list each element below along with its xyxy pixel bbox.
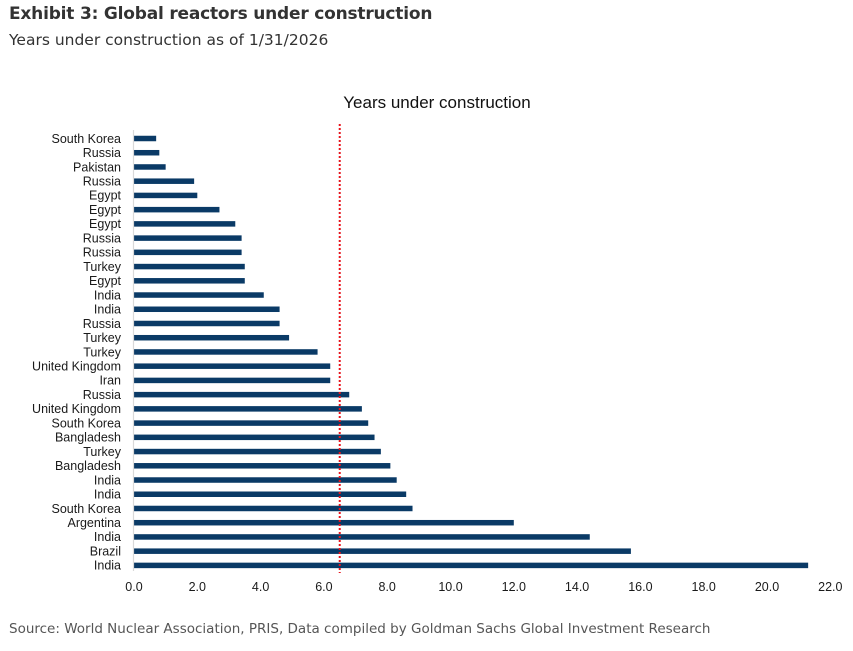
bar	[134, 491, 407, 497]
category-label: Argentina	[67, 516, 121, 530]
bar	[134, 377, 331, 384]
x-tick-label: 6.0	[315, 580, 332, 594]
category-label: Russia	[83, 174, 121, 188]
x-tick-label: 2.0	[189, 580, 206, 594]
bar	[134, 349, 318, 355]
bar	[134, 278, 245, 284]
x-tick-label: 0.0	[125, 580, 142, 594]
category-label: Egypt	[89, 189, 121, 203]
category-label: Pakistan	[73, 160, 121, 174]
category-label: India	[94, 303, 121, 317]
category-label: Turkey	[83, 331, 121, 345]
bar	[134, 192, 198, 199]
exhibit-title: Exhibit 3: Global reactors under constru…	[9, 4, 433, 24]
bar	[134, 434, 375, 441]
category-label: Russia	[83, 146, 121, 160]
category-label: India	[94, 473, 121, 487]
bar	[134, 320, 280, 327]
bar	[134, 292, 264, 298]
category-label: Egypt	[89, 203, 121, 217]
x-tick-label: 10.0	[438, 580, 462, 594]
bar	[134, 149, 160, 156]
x-tick-label: 16.0	[628, 580, 652, 594]
bar	[134, 363, 331, 369]
bar	[134, 206, 220, 213]
bar	[134, 477, 397, 483]
bar	[134, 221, 236, 227]
category-label: South Korea	[52, 416, 122, 430]
category-label: Turkey	[83, 345, 121, 359]
bar	[134, 391, 350, 398]
bar	[134, 448, 381, 455]
category-label: Egypt	[89, 274, 121, 288]
bar	[134, 334, 290, 341]
category-label: Egypt	[89, 217, 121, 231]
bar	[134, 463, 391, 469]
category-label: Russia	[83, 231, 121, 245]
bar	[134, 562, 809, 569]
category-label: Russia	[83, 388, 121, 402]
bar	[134, 164, 166, 170]
exhibit-subtitle: Years under construction as of 1/31/2026	[9, 31, 329, 49]
bar	[134, 519, 514, 526]
bar	[134, 178, 195, 184]
category-label: South Korea	[52, 132, 122, 146]
chart-title: Years under construction	[343, 93, 530, 112]
category-label: Turkey	[83, 260, 121, 274]
category-label: Russia	[83, 317, 121, 331]
bar	[134, 263, 245, 270]
bars-group	[134, 135, 809, 569]
category-labels: South KoreaRussiaPakistanRussiaEgyptEgyp…	[32, 132, 122, 573]
category-label: Bangladesh	[55, 459, 121, 473]
x-tick-label: 22.0	[818, 580, 842, 594]
category-label: Turkey	[83, 445, 121, 459]
x-tick-label: 4.0	[252, 580, 269, 594]
category-label: Bangladesh	[55, 431, 121, 445]
bar	[134, 534, 590, 540]
bar	[134, 306, 280, 313]
x-tick-label: 18.0	[692, 580, 716, 594]
x-tick-label: 14.0	[565, 580, 589, 594]
x-tick-label: 8.0	[379, 580, 396, 594]
category-label: South Korea	[52, 502, 122, 516]
category-label: United Kingdom	[32, 359, 121, 373]
x-tick-label: 20.0	[755, 580, 779, 594]
bar	[134, 235, 242, 241]
bar	[134, 420, 369, 426]
bar	[134, 505, 413, 512]
x-axis-ticks: 0.0 2.0 4.0 6.0 8.0 10.0 12.0 14.0 16.0 18.0 20.0 2…	[125, 580, 842, 594]
bar	[134, 249, 242, 256]
category-label: Russia	[83, 246, 121, 260]
bar	[134, 406, 362, 412]
category-label: India	[94, 288, 121, 302]
category-label: India	[94, 488, 121, 502]
category-label: Brazil	[90, 544, 121, 558]
bar	[134, 135, 157, 142]
category-label: India	[94, 559, 121, 573]
category-label: United Kingdom	[32, 402, 121, 416]
category-label: India	[94, 530, 121, 544]
category-label: Iran	[99, 374, 121, 388]
bar	[134, 548, 631, 554]
source-note: Source: World Nuclear Association, PRIS,…	[9, 621, 711, 637]
x-tick-label: 12.0	[502, 580, 526, 594]
